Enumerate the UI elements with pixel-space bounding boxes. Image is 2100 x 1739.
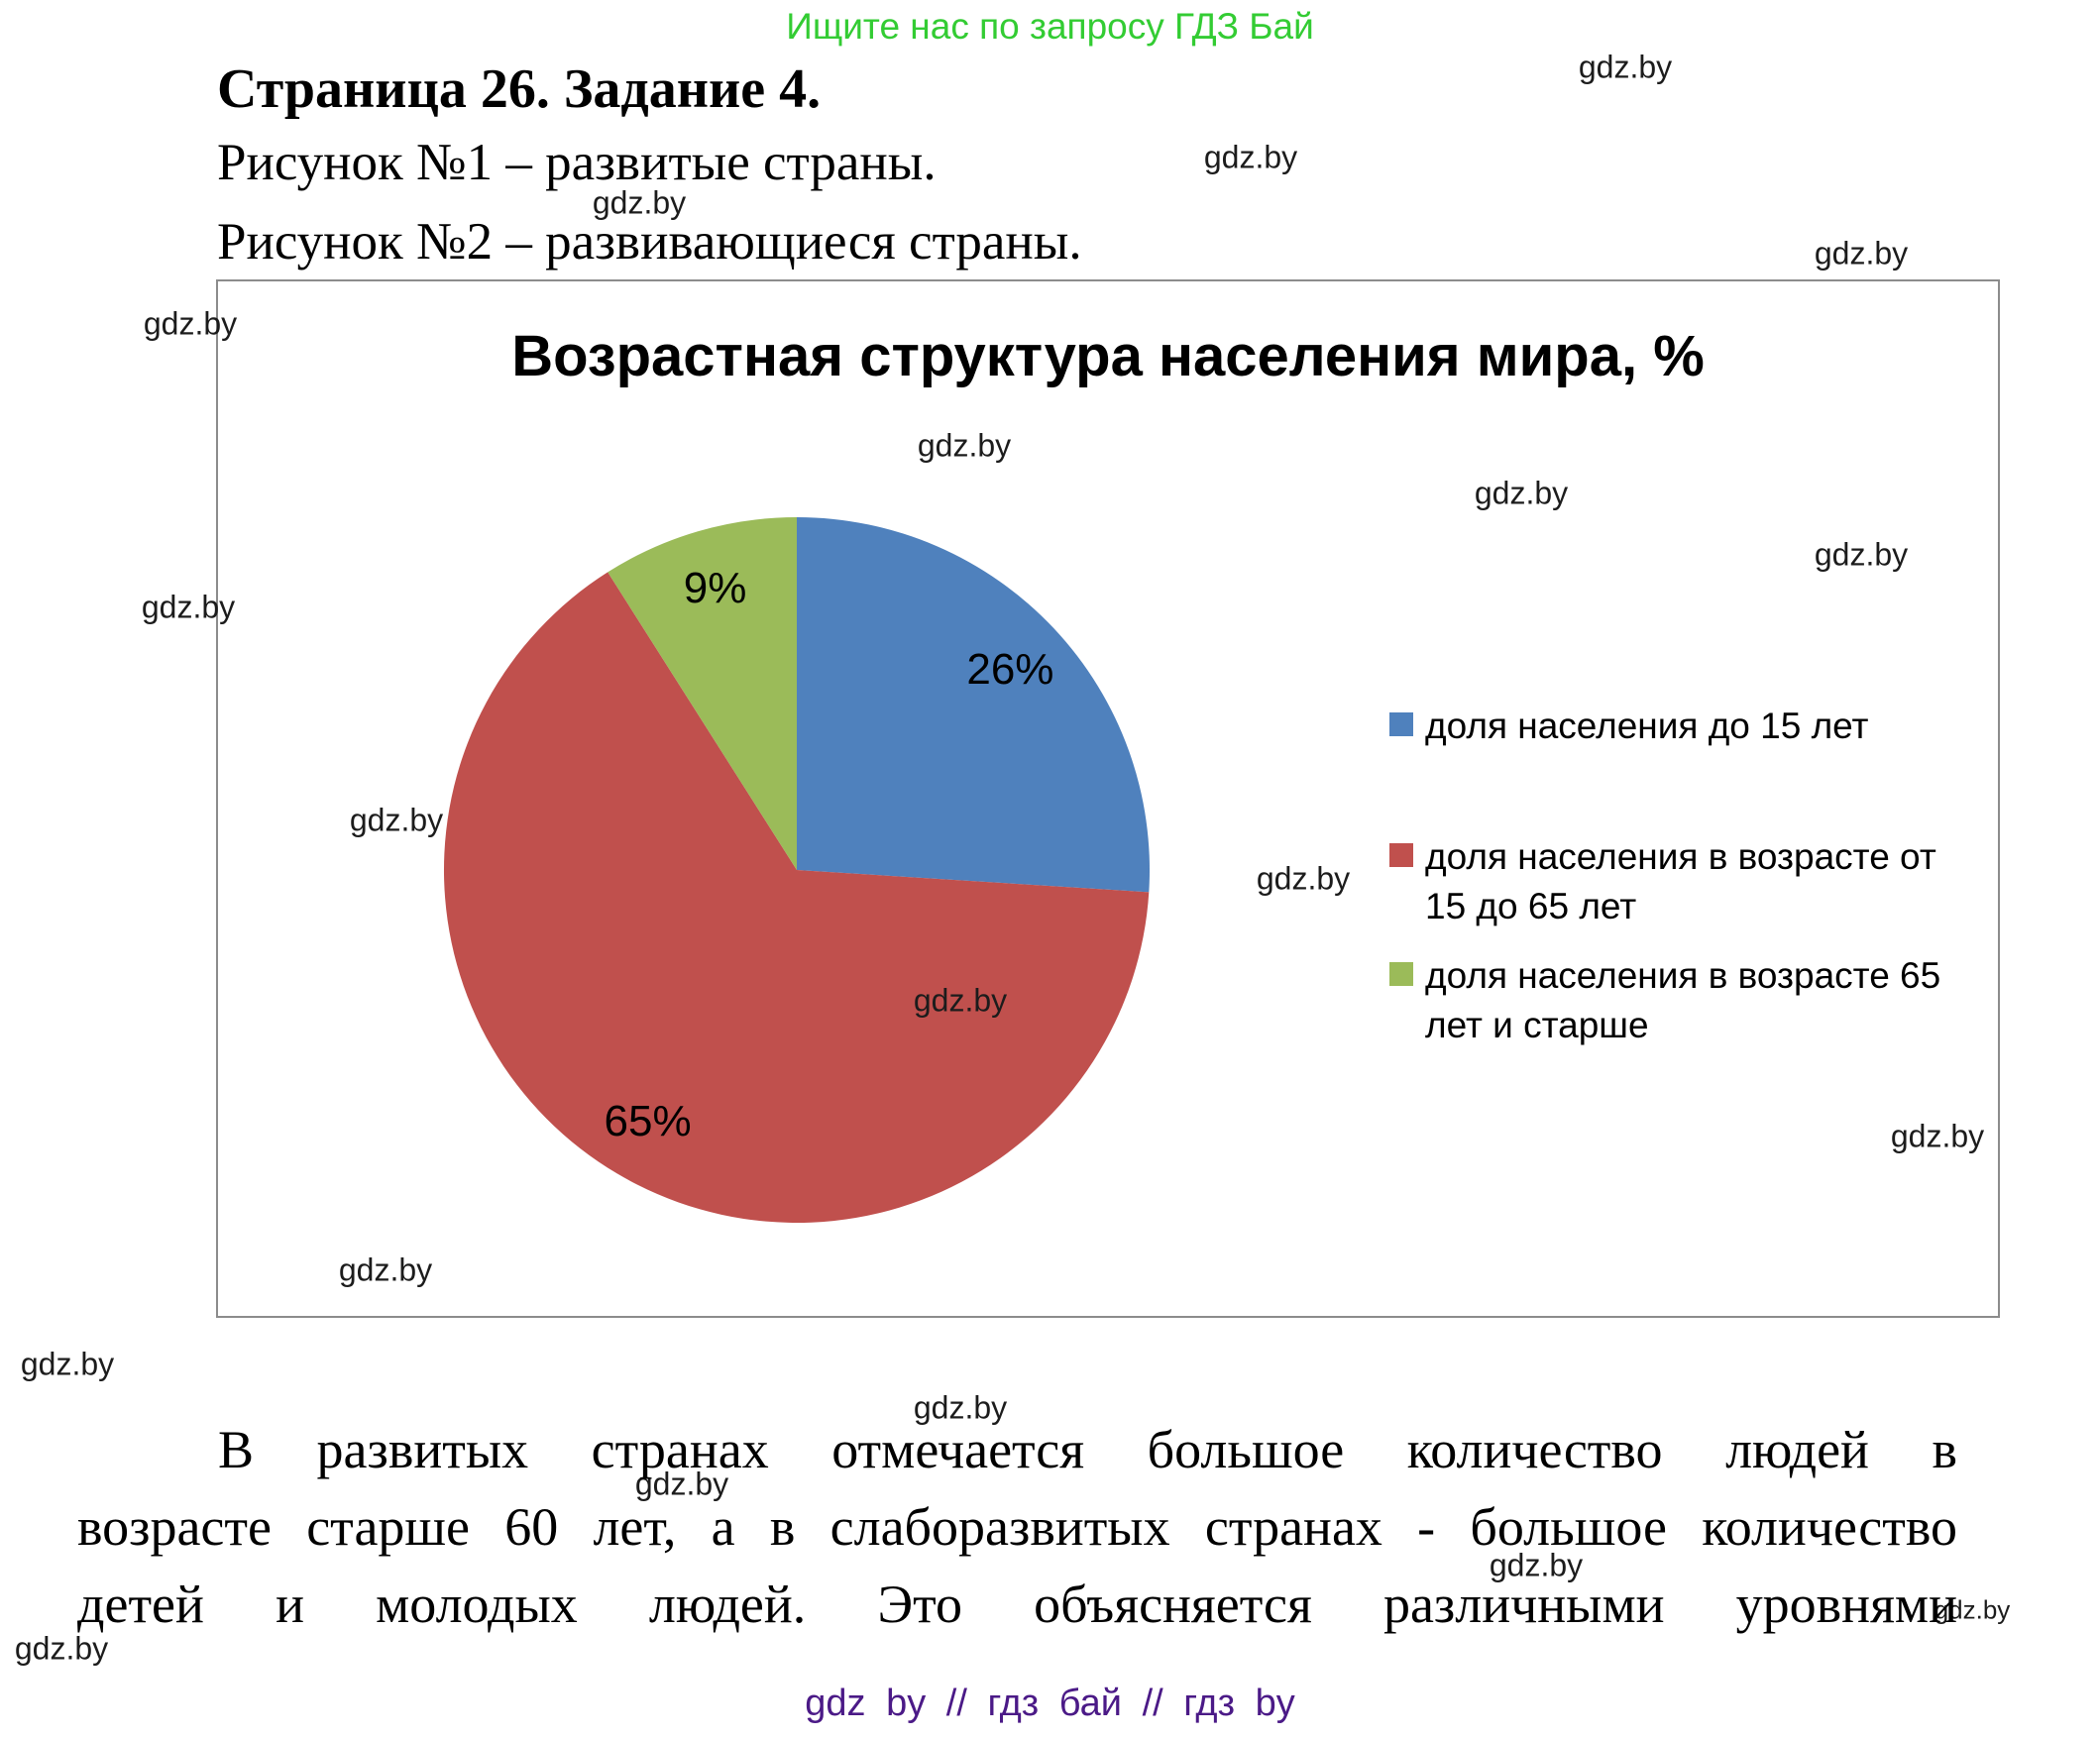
chart-frame: Возрастная структура населения мира, % 2… [216, 279, 2000, 1318]
pie-slice-1 [797, 516, 1151, 893]
pie-label: 26% [966, 644, 1054, 694]
legend-item-3: доля населения в возрасте 65 лет и старше [1389, 951, 1984, 1050]
paragraph-line-2: возрасте старше 60 лет, а в слаборазвиты… [77, 1497, 1957, 1557]
watermark: gdz.by [917, 427, 1012, 464]
legend-item-2: доля населения в возрасте от 15 до 65 лет [1389, 832, 1984, 931]
figure-caption-1: Рисунок №1 – развитые страны. [217, 134, 937, 191]
footer-text: gdz by // гдз бай // гдз by [805, 1683, 1295, 1724]
pie-chart [443, 516, 1151, 1224]
watermark: gdz.by [913, 982, 1008, 1019]
legend-label: доля населения до 15 лет [1425, 706, 1869, 746]
legend-swatch [1389, 843, 1413, 867]
paragraph-line-1: В развитых странах отмечается большое ко… [218, 1420, 1957, 1479]
paragraph-line-3: детей и молодых людей. Это объясняется р… [77, 1575, 1957, 1634]
watermark: gdz.by [20, 1346, 115, 1382]
watermark: gdz.by [1474, 475, 1569, 511]
watermark: gdz.by [1934, 1594, 2011, 1625]
watermark: gdz.by [1489, 1547, 1584, 1583]
watermark: gdz.by [1814, 536, 1909, 573]
watermark: gdz.by [141, 589, 236, 625]
watermark: gdz.by [592, 184, 687, 221]
watermark: gdz.by [14, 1630, 109, 1667]
pie-label: 9% [683, 564, 747, 613]
watermark: gdz.by [338, 1251, 433, 1288]
legend-label: доля населения в возрасте 65 лет и старше [1425, 955, 1941, 1045]
chart-title: Возрастная структура населения мира, % [511, 324, 1705, 388]
watermark: gdz.by [1203, 139, 1298, 175]
pie-label: 65% [604, 1097, 692, 1146]
watermark: gdz.by [913, 1389, 1008, 1426]
pie-slice-2 [443, 572, 1150, 1224]
figure-caption-2: Рисунок №2 – развивающиеся страны. [217, 213, 1082, 271]
watermark: gdz.by [1256, 860, 1351, 897]
legend-swatch [1389, 712, 1413, 736]
watermark: gdz.by [349, 802, 444, 838]
answer-paragraph: В развитых странах отмечается большое ко… [77, 1411, 1957, 1643]
pie-slice-3 [608, 516, 797, 870]
watermark: gdz.by [1890, 1118, 1985, 1154]
legend-label: доля населения в возрасте от 15 до 65 лет [1425, 836, 1936, 926]
watermark: gdz.by [1578, 49, 1673, 85]
legend-swatch [1389, 962, 1413, 986]
watermark: gdz.by [1814, 235, 1909, 272]
watermark: gdz.by [634, 1466, 729, 1502]
promo-banner: Ищите нас по запросу ГДЗ Бай [786, 6, 1314, 47]
watermark: gdz.by [143, 305, 238, 342]
legend-item-1: доля населения до 15 лет [1389, 702, 1984, 751]
page-title: Страница 26. Задание 4. [217, 58, 822, 120]
